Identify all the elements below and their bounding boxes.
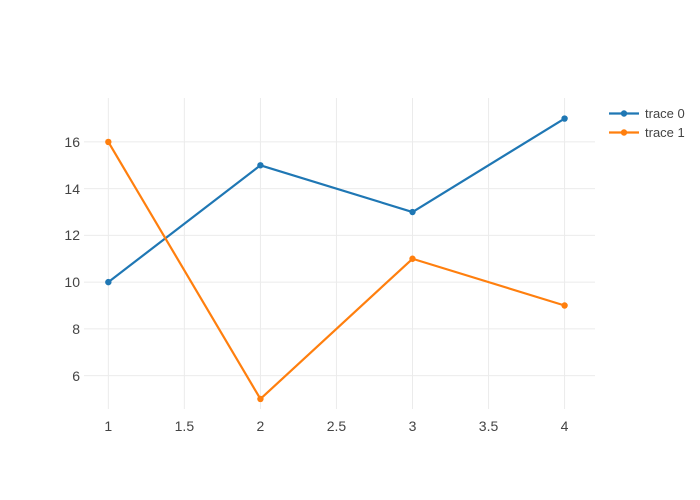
y-tick-label: 12 — [64, 227, 80, 244]
legend-item-trace-1[interactable]: trace 1 — [609, 123, 685, 142]
x-tick-label: 4 — [560, 418, 569, 434]
series-trace-0[interactable] — [105, 115, 568, 286]
legend-line-marker-icon — [609, 110, 639, 117]
legend-item-trace-0[interactable]: trace 0 — [609, 104, 685, 123]
data-point[interactable] — [257, 395, 264, 403]
legend-item-label: trace 0 — [645, 106, 685, 121]
data-point[interactable] — [105, 138, 112, 146]
x-tick-label: 2.5 — [326, 418, 347, 434]
data-point[interactable] — [409, 208, 416, 216]
x-tick-label: 2 — [256, 418, 265, 434]
legend-line-marker-icon — [609, 129, 639, 136]
x-tick-label: 3 — [408, 418, 417, 434]
series-trace-1[interactable] — [105, 138, 568, 403]
data-point[interactable] — [257, 162, 264, 169]
y-tick-label: 16 — [64, 133, 80, 150]
x-tick-label: 1.5 — [174, 418, 195, 434]
y-tick-label: 8 — [72, 320, 80, 337]
data-point[interactable] — [105, 278, 112, 286]
data-point[interactable] — [561, 302, 568, 309]
data-point[interactable] — [561, 115, 568, 122]
x-tick-label: 3.5 — [478, 418, 499, 434]
legend-item-label: trace 1 — [645, 125, 685, 140]
data-point[interactable] — [409, 255, 416, 262]
legend: trace 0 trace 1 — [609, 104, 685, 142]
x-tick-label: 1 — [104, 418, 113, 434]
series-line — [107, 117, 566, 284]
y-tick-label: 10 — [64, 274, 80, 291]
y-tick-label: 6 — [72, 367, 80, 384]
y-tick-label: 14 — [64, 180, 80, 197]
series-line — [107, 140, 566, 401]
